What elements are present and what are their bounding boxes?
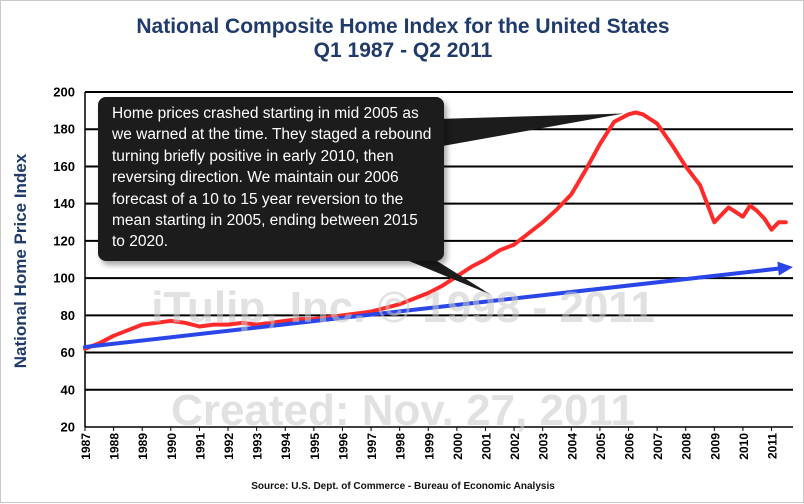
x-tick-label: 2002 bbox=[508, 433, 522, 460]
x-tick-label: 2008 bbox=[680, 433, 694, 460]
x-tick-label: 1999 bbox=[422, 433, 436, 460]
x-tick-label: 1995 bbox=[308, 433, 322, 460]
y-tick-label: 140 bbox=[53, 196, 75, 211]
y-tick-label: 20 bbox=[61, 420, 75, 435]
x-tick-label: 2004 bbox=[565, 433, 579, 460]
y-tick-label: 120 bbox=[53, 233, 75, 248]
x-tick-label: 1993 bbox=[251, 433, 265, 460]
x-tick-label: 1996 bbox=[336, 433, 350, 460]
x-tick-label: 2001 bbox=[479, 433, 493, 460]
trend-line bbox=[83, 266, 781, 349]
x-tick-label: 2000 bbox=[451, 433, 465, 460]
y-tick-label: 60 bbox=[61, 345, 75, 360]
x-tick-label: 2011 bbox=[766, 433, 780, 459]
callout-pointer-trend bbox=[397, 256, 492, 295]
x-tick-label: 1987 bbox=[79, 433, 93, 460]
source-note: Source: U.S. Dept. of Commerce - Bureau … bbox=[251, 481, 555, 492]
x-tick-label: 2006 bbox=[623, 433, 637, 460]
y-tick-label: 40 bbox=[61, 382, 75, 397]
callout-pointer-peak bbox=[437, 113, 624, 147]
x-tick-label: 1989 bbox=[136, 433, 150, 460]
x-tick-label: 1988 bbox=[108, 433, 122, 460]
x-tick-label: 1998 bbox=[394, 433, 408, 460]
x-tick-label: 2007 bbox=[651, 433, 665, 460]
x-tick-label: 2009 bbox=[708, 433, 722, 460]
y-tick-label: 200 bbox=[53, 85, 75, 100]
x-tick-label: 1991 bbox=[193, 433, 207, 460]
trend-arrowhead bbox=[777, 261, 793, 276]
x-tick-label: 2003 bbox=[537, 433, 551, 460]
y-tick-label: 100 bbox=[53, 271, 75, 286]
chart-subtitle: Q1 1987 - Q2 2011 bbox=[313, 39, 493, 62]
y-tick-label: 180 bbox=[53, 122, 75, 137]
x-tick-label: 1994 bbox=[279, 433, 293, 460]
x-tick-label: 2010 bbox=[737, 433, 751, 460]
x-tick-label: 1997 bbox=[365, 433, 379, 460]
x-tick-label: 1990 bbox=[165, 433, 179, 460]
y-tick-label: 80 bbox=[61, 308, 75, 323]
x-tick-label: 1992 bbox=[222, 433, 236, 460]
y-tick-label: 160 bbox=[53, 159, 75, 174]
annotation-callout: Home prices crashed starting in mid 2005… bbox=[98, 97, 444, 261]
x-tick-label: 2005 bbox=[594, 433, 608, 460]
chart-title: National Composite Home Index for the Un… bbox=[136, 15, 670, 38]
home-index-line bbox=[83, 110, 788, 351]
